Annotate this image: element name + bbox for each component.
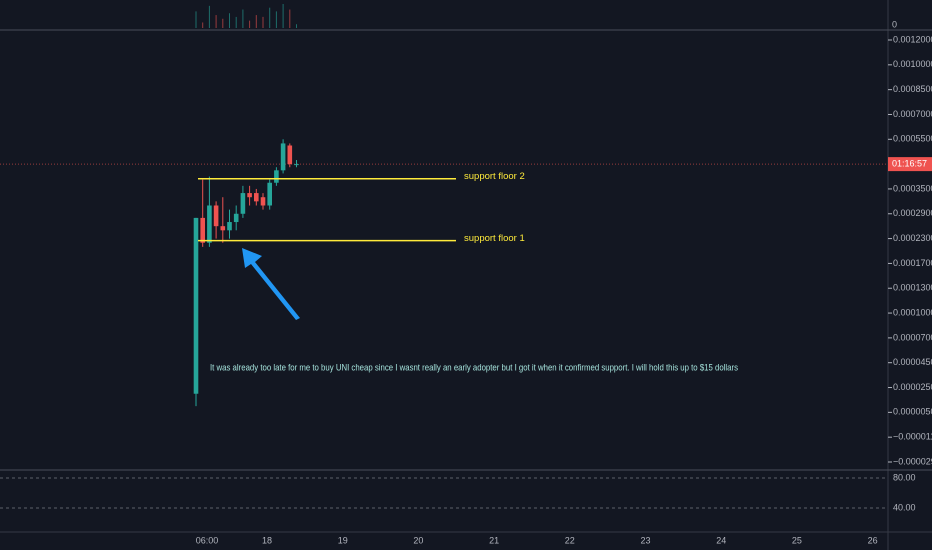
volume-axis-label: 0 <box>892 19 897 29</box>
candle-body <box>207 205 212 243</box>
x-tick-label: 19 <box>338 535 348 545</box>
candle-body <box>287 145 293 165</box>
x-tick-label: 23 <box>640 535 650 545</box>
candle-body <box>267 182 272 206</box>
support-label: support floor 2 <box>464 171 525 182</box>
lower-pane-label: 80.00 <box>893 472 916 482</box>
countdown: 01:16:57 <box>892 158 927 168</box>
y-tick-label: 0.00002500 <box>893 382 932 392</box>
x-tick-label: 20 <box>413 535 423 545</box>
y-tick-label: 0.00055000 <box>893 134 932 144</box>
x-tick-label: 18 <box>262 535 272 545</box>
candle-body <box>247 193 252 198</box>
candle-body <box>213 205 219 227</box>
x-tick-label: 25 <box>792 535 802 545</box>
y-tick-label: 0.00004500 <box>893 357 932 367</box>
candle-body <box>294 164 299 166</box>
y-tick-label: 0.00007000 <box>893 332 932 342</box>
y-tick-label: 0.00017000 <box>893 258 932 268</box>
lower-pane-label: 40.00 <box>893 502 916 512</box>
x-tick-label: 21 <box>489 535 499 545</box>
x-tick-label: 26 <box>868 535 878 545</box>
candle-body <box>233 213 239 223</box>
candle-body <box>220 226 226 231</box>
y-tick-label: 0.00010000 <box>893 307 932 317</box>
candle-body <box>227 222 232 231</box>
annotation: It was already too late for me to buy UN… <box>210 363 738 374</box>
price-tag <box>888 157 932 172</box>
y-tick-label: 0.00013000 <box>893 283 932 293</box>
y-tick-label: 0.00100000 <box>893 59 932 69</box>
y-tick-label: 0.00029000 <box>893 208 932 218</box>
candle-body <box>260 197 266 206</box>
y-tick-label: −0.00001100 <box>893 432 932 442</box>
y-tick-label: 0.00085000 <box>893 84 932 94</box>
y-tick-label: 0.00035000 <box>893 183 932 193</box>
y-tick-label: 0.00120000 <box>893 34 932 44</box>
candle-body <box>254 193 259 202</box>
x-tick-label: 06:00 <box>196 535 219 545</box>
candle-body <box>274 170 279 183</box>
x-tick-label: 24 <box>716 535 726 545</box>
y-tick-label: 0.00023000 <box>893 233 932 243</box>
candle-body <box>280 143 286 171</box>
candle-body <box>200 217 205 243</box>
x-tick-label: 22 <box>565 535 575 545</box>
candle-body <box>240 193 246 214</box>
y-tick-label: −0.00002900 <box>893 456 932 466</box>
y-tick-label: 0.00070000 <box>893 109 932 119</box>
y-tick-label: 0.00000500 <box>893 407 932 417</box>
arrow <box>242 248 300 320</box>
support-label: support floor 1 <box>464 233 525 244</box>
candle-body <box>193 217 199 394</box>
